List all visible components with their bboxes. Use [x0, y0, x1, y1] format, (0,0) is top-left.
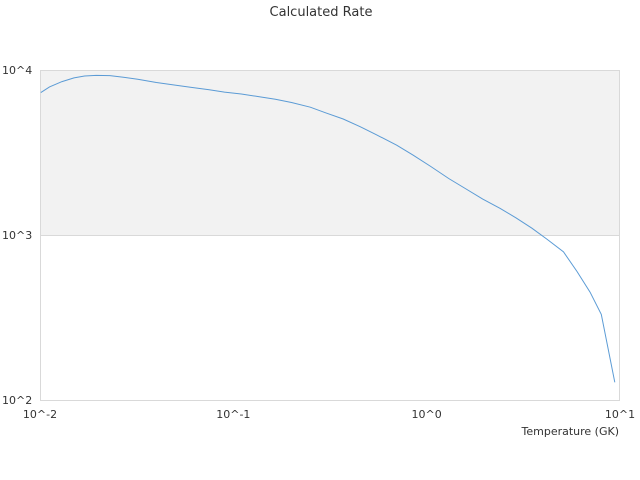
x-axis-label: Temperature (GK)	[521, 425, 620, 438]
x-tick-label: 10^-2	[23, 408, 57, 421]
series-line	[40, 74, 616, 383]
x-tick-label: 10^1	[605, 408, 635, 421]
x-tick-label: 10^-1	[216, 408, 250, 421]
y-tick-label: 10^3	[2, 229, 32, 242]
x-tick-label: 10^0	[412, 408, 442, 421]
y-tick-label: 10^4	[2, 64, 32, 77]
chart-title: Calculated Rate	[270, 5, 373, 20]
shaded-band	[40, 70, 620, 235]
y-tick-label: 10^2	[2, 394, 32, 407]
